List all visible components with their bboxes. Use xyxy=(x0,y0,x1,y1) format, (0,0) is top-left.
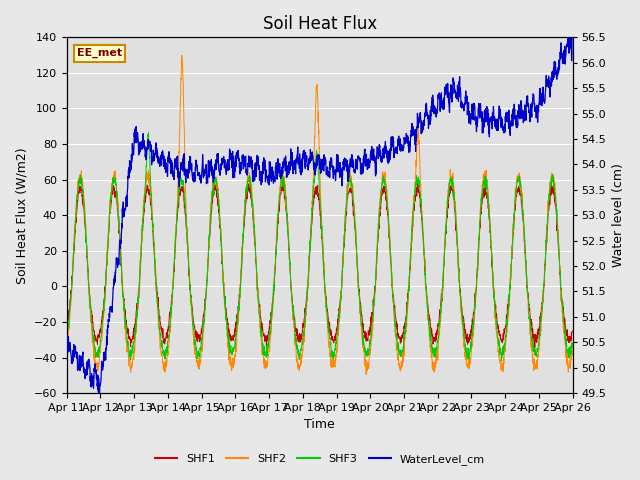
Y-axis label: Soil Heat Flux (W/m2): Soil Heat Flux (W/m2) xyxy=(15,147,28,284)
X-axis label: Time: Time xyxy=(304,419,335,432)
Y-axis label: Water level (cm): Water level (cm) xyxy=(612,163,625,267)
Legend: SHF1, SHF2, SHF3, WaterLevel_cm: SHF1, SHF2, SHF3, WaterLevel_cm xyxy=(151,450,489,469)
Title: Soil Heat Flux: Soil Heat Flux xyxy=(262,15,377,33)
Text: EE_met: EE_met xyxy=(77,48,122,58)
